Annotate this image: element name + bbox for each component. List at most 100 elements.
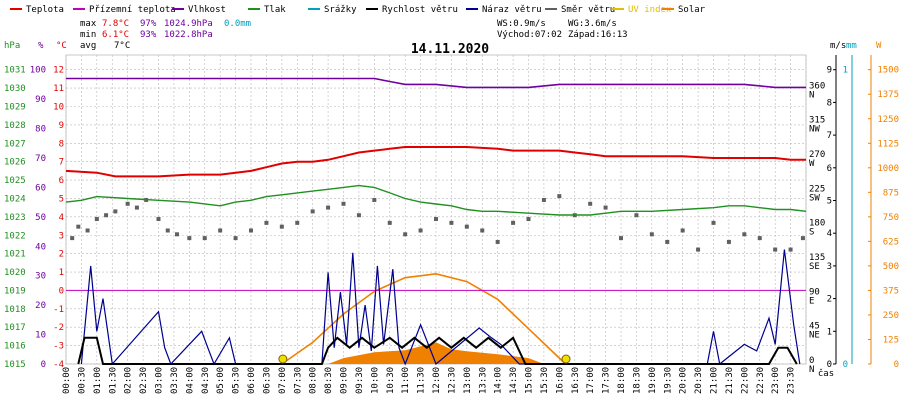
point-wind-dir [279, 224, 284, 229]
point-wind-dir [356, 213, 361, 218]
tick-solar: 1250 [877, 115, 899, 125]
tick-temperature: 3 [59, 231, 64, 241]
tick-time: 11:30 [417, 367, 427, 394]
tick-time: 23:30 [787, 367, 797, 394]
legend-label-3: Tlak [264, 5, 286, 15]
stat-max-rain: 0.0mm [224, 19, 251, 29]
tick-time: 01:30 [108, 367, 118, 394]
tick-time: 12:00 [432, 367, 442, 394]
point-wind-dir [70, 236, 75, 241]
unit-ms: m/s [830, 41, 846, 51]
tick-time: 05:30 [232, 367, 242, 394]
tick-wind: 4 [827, 229, 832, 239]
tick-winddir-name: SW [809, 193, 820, 203]
point-wind-dir [372, 197, 377, 202]
point-wind-dir [480, 228, 485, 233]
tick-time: 17:30 [602, 367, 612, 394]
tick-solar: 625 [883, 237, 899, 247]
stat-min-hum: 93% [140, 30, 157, 40]
tick-time: 22:30 [756, 367, 766, 394]
point-wind-dir [449, 220, 454, 225]
tick-wind: 9 [827, 66, 832, 76]
point-wind-dir [295, 220, 300, 225]
unit-degc: °C [56, 41, 67, 51]
point-wind-dir [726, 239, 731, 244]
tick-time: 11:00 [401, 367, 411, 394]
legend-label-9: Solar [678, 5, 706, 15]
tick-time: 19:00 [648, 367, 658, 394]
unit-time: čas [818, 368, 834, 379]
unit-w: W [876, 41, 882, 51]
tick-time: 03:00 [155, 367, 165, 394]
tick-solar: 750 [883, 213, 899, 223]
tick-temperature: -2 [53, 323, 64, 333]
tick-winddir-name: W [809, 159, 815, 169]
stat-ws: WS:0.9m/s [497, 19, 546, 29]
tick-temperature: 1 [59, 268, 64, 278]
tick-humidity: 80 [35, 125, 46, 135]
tick-winddir-name: S [809, 228, 814, 238]
stat-avg-temp: 7°C [114, 41, 130, 51]
tick-winddir-name: NW [809, 125, 820, 135]
tick-pressure: 1030 [4, 84, 26, 94]
tick-humidity: 30 [35, 272, 46, 282]
tick-pressure: 1024 [4, 194, 26, 204]
point-wind-dir [104, 213, 109, 218]
stat-min-temp: 6.1°C [102, 30, 129, 40]
stat-min-label: min [80, 30, 96, 40]
tick-pressure: 1016 [4, 342, 26, 352]
tick-time: 21:30 [725, 367, 735, 394]
tick-pressure: 1022 [4, 231, 26, 241]
tick-wind: 1 [827, 327, 832, 337]
tick-wind: 7 [827, 131, 832, 141]
tick-temperature: -4 [53, 360, 64, 370]
tick-time: 17:00 [586, 367, 596, 394]
point-wind-dir [696, 247, 701, 252]
tick-wind: 6 [827, 164, 832, 174]
tick-humidity: 10 [35, 331, 46, 341]
tick-temperature: 5 [59, 194, 64, 204]
tick-winddir-value: 0 [809, 356, 814, 366]
tick-winddir-name: SE [809, 262, 820, 272]
tick-time: 02:30 [139, 367, 149, 394]
tick-time: 12:30 [447, 367, 457, 394]
point-wind-dir [557, 194, 562, 199]
tick-winddir-value: 270 [809, 150, 825, 160]
point-wind-dir [434, 217, 438, 222]
tick-time: 10:00 [370, 367, 380, 394]
tick-time: 13:00 [463, 367, 473, 394]
series-pressure [65, 184, 807, 216]
tick-humidity: 90 [35, 95, 46, 105]
stat-sunset: Západ:16:13 [568, 30, 628, 40]
sunset-marker [561, 354, 571, 364]
stat-wg: WG:3.6m/s [568, 19, 617, 29]
tick-time: 14:30 [509, 367, 519, 394]
tick-time: 23:00 [771, 367, 781, 394]
tick-time: 02:00 [124, 367, 134, 394]
legend-label-2: Vlhkost [188, 5, 226, 15]
tick-time: 22:00 [740, 367, 750, 394]
point-wind-dir [249, 228, 253, 233]
tick-time: 04:30 [201, 367, 211, 394]
tick-winddir-value: 315 [809, 116, 825, 126]
tick-time: 07:00 [278, 367, 288, 394]
tick-humidity: 50 [35, 213, 46, 223]
point-wind-dir [495, 239, 500, 244]
tick-pressure: 1019 [4, 286, 26, 296]
tick-rain: 1 [843, 66, 848, 76]
legend-label-6: Náraz větru [482, 5, 542, 15]
tick-wind: 3 [827, 262, 832, 272]
point-wind-dir [310, 209, 315, 214]
tick-time: 16:00 [555, 367, 565, 394]
plot-frame [65, 54, 807, 365]
tick-time: 14:00 [494, 367, 504, 394]
point-wind-dir [588, 201, 593, 206]
tick-time: 16:30 [571, 367, 581, 394]
tick-temperature: 8 [59, 139, 64, 149]
tick-time: 15:00 [525, 367, 535, 394]
tick-humidity: 20 [35, 301, 46, 311]
point-wind-dir [187, 236, 192, 241]
tick-humidity: 40 [35, 242, 46, 252]
stat-max-press: 1024.9hPa [164, 19, 213, 29]
